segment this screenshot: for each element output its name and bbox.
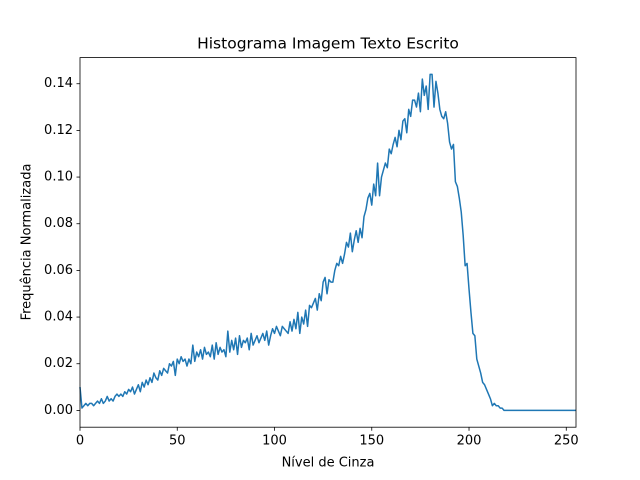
- x-tick-label: 100: [262, 434, 287, 449]
- axes-frame: [79, 57, 577, 428]
- y-tick-label: 0.12: [44, 123, 73, 138]
- x-tick-label: 200: [457, 434, 482, 449]
- x-tick-label: 250: [554, 434, 579, 449]
- y-tick-label: 0.02: [44, 356, 73, 371]
- chart-title: Histograma Imagem Texto Escrito: [197, 35, 459, 53]
- y-axis-label: Frequência Normalizada: [20, 164, 35, 321]
- y-tick-label: 0.14: [44, 76, 73, 91]
- y-tick-label: 0.04: [44, 310, 73, 325]
- x-tick-label: 50: [169, 434, 186, 449]
- x-tick-label: 150: [359, 434, 384, 449]
- y-tick-label: 0.00: [44, 403, 73, 418]
- x-tick-label: 0: [76, 434, 84, 449]
- x-axis-label: Nível de Cinza: [282, 456, 375, 471]
- y-tick-label: 0.08: [44, 216, 73, 231]
- y-tick-label: 0.10: [44, 170, 73, 185]
- data-line: [79, 73, 576, 412]
- y-tick-label: 0.06: [44, 263, 73, 278]
